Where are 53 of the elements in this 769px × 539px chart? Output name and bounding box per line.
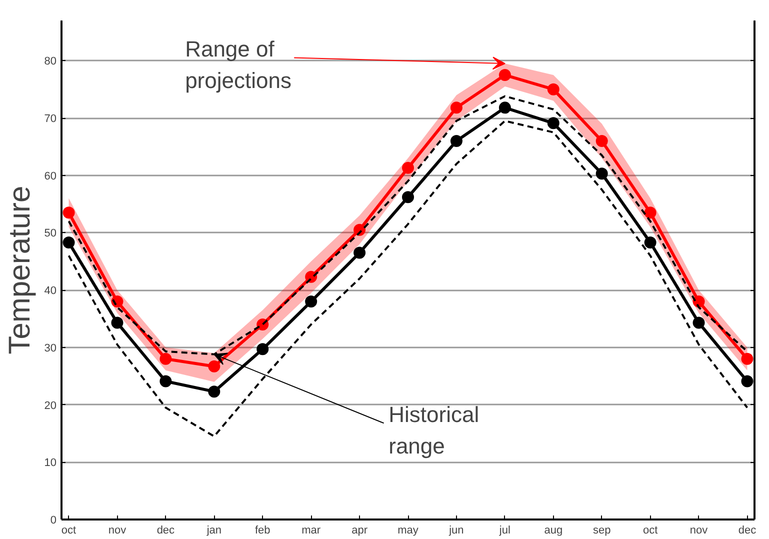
point — [402, 162, 414, 174]
y-tick-label: 0 — [50, 514, 57, 526]
point — [354, 246, 366, 259]
y-tick-label: 80 — [44, 56, 57, 68]
point — [547, 83, 560, 96]
x-tick-label: may — [398, 524, 419, 536]
point — [596, 168, 608, 180]
x-tick-label: dec — [156, 524, 176, 536]
y-tick-label: 10 — [44, 457, 57, 470]
x-tick-label: jun — [448, 524, 464, 536]
point — [498, 69, 511, 81]
x-tick-label: sep — [592, 524, 611, 536]
point — [305, 296, 318, 308]
point — [741, 352, 754, 365]
point — [208, 360, 220, 372]
point — [402, 191, 414, 204]
x-tick-label: nov — [108, 524, 127, 536]
point — [644, 236, 656, 248]
point — [644, 206, 656, 219]
point — [111, 316, 124, 329]
point — [208, 386, 220, 398]
y-axis-title: Temperature — [3, 186, 36, 354]
point — [741, 375, 754, 388]
annotation: Range of projections — [185, 36, 292, 94]
point — [450, 134, 462, 147]
x-tick-label: jul — [498, 524, 510, 536]
x-tick-label: nov — [690, 524, 708, 536]
x-tick-label: jan — [206, 524, 222, 536]
x-tick-label: apr — [352, 524, 368, 536]
y-tick-label: 20 — [44, 400, 57, 412]
x-tick-label: feb — [254, 524, 270, 536]
point — [596, 134, 608, 147]
point — [160, 375, 172, 388]
y-tick-label: 30 — [44, 342, 57, 354]
x-tick-label: dec — [738, 524, 757, 536]
x-tick-label: oct — [642, 524, 658, 536]
x-tick-label: mar — [302, 524, 321, 536]
point — [498, 102, 511, 114]
line-series — [68, 120, 748, 438]
point — [692, 316, 705, 329]
point — [256, 343, 269, 356]
annotation: Historical range — [388, 402, 480, 459]
y-tick-label: 60 — [44, 170, 57, 182]
y-tick-label: 50 — [44, 228, 57, 240]
point — [62, 206, 75, 219]
point — [62, 236, 75, 248]
x-tick-label: oct — [61, 524, 76, 536]
point — [547, 117, 560, 130]
y-tick-label: 40 — [44, 285, 57, 298]
point — [160, 352, 172, 365]
x-tick-label: aug — [544, 524, 563, 536]
y-tick-label: 70 — [44, 113, 57, 126]
point — [450, 102, 462, 114]
